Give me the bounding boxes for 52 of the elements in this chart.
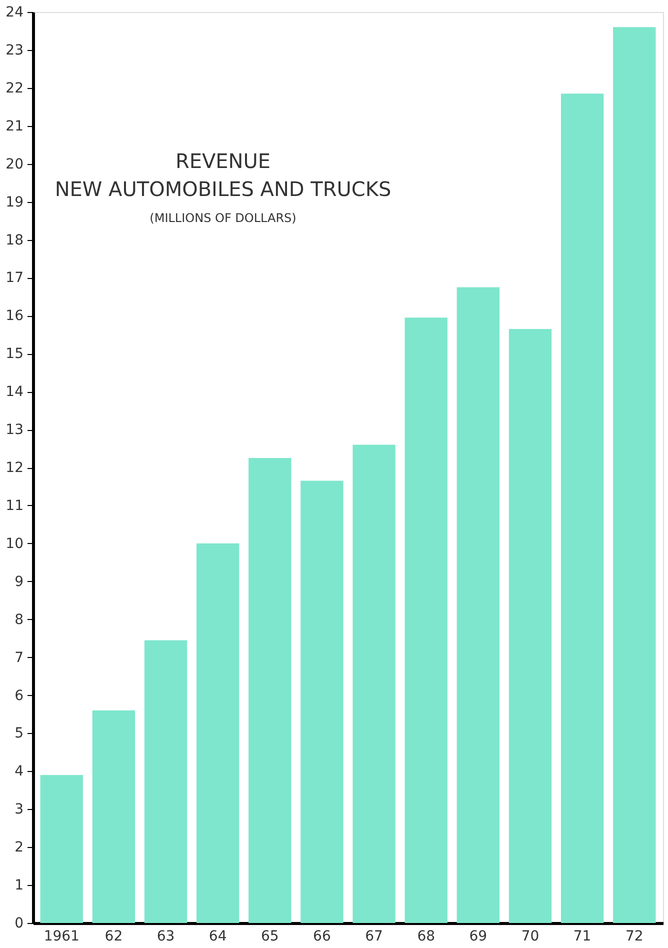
bar [144, 640, 188, 923]
annotation: (MILLIONS OF DOLLARS) [150, 211, 296, 225]
x-tick-label: 68 [417, 928, 436, 944]
x-tick-label: 72 [625, 928, 644, 944]
y-tick-label: 14 [6, 384, 24, 400]
x-tick-label: 70 [521, 928, 540, 944]
y-tick-label: 2 [14, 840, 24, 856]
y-tick-label: 5 [14, 726, 24, 742]
bar [248, 458, 292, 923]
y-tick-label: 17 [6, 270, 24, 286]
y-tick-label: 4 [14, 764, 24, 780]
y-tick-label: 3 [14, 802, 24, 818]
y-tick-label: 22 [6, 80, 24, 96]
text: NEW AUTOMOBILES AND TRUCKS [54, 177, 392, 201]
bar [352, 444, 396, 923]
y-tick-label: 10 [6, 536, 24, 552]
y-tick-label: 9 [14, 574, 24, 590]
y-tick-label: 11 [6, 498, 24, 514]
x-tick-label: 62 [104, 928, 123, 944]
x-tick-label: 1961 [44, 928, 80, 944]
x-tick-label: 69 [469, 928, 488, 944]
y-tick-label: 1 [14, 878, 24, 894]
bar [300, 480, 344, 923]
x-tick-label: 71 [573, 928, 592, 944]
x-tick-label: 66 [313, 928, 331, 944]
text: REVENUE [175, 149, 271, 173]
x-tick-label: 63 [156, 928, 175, 944]
x-tick-label: 67 [365, 928, 383, 944]
y-tick-label: 15 [6, 346, 24, 362]
bar [613, 27, 656, 923]
y-tick-label: 24 [6, 4, 24, 20]
y-tick-label: 8 [14, 612, 24, 628]
y-tick-label: 20 [6, 156, 24, 172]
x-tick-label: 65 [260, 928, 279, 944]
y-tick-label: 13 [6, 422, 24, 438]
bar [196, 543, 240, 923]
y-tick-label: 21 [6, 118, 24, 134]
bar [92, 710, 136, 923]
bar [404, 318, 448, 923]
x-tick-label: 64 [208, 928, 227, 944]
bar [560, 94, 604, 923]
y-tick-label: 18 [6, 232, 24, 248]
bar [40, 774, 83, 923]
y-tick-label: 0 [14, 916, 24, 932]
y-tick-label: 12 [6, 460, 24, 476]
y-tick-label: 16 [6, 308, 24, 324]
y-tick-label: 23 [6, 42, 24, 58]
y-tick-label: 7 [14, 650, 24, 666]
bar [456, 287, 500, 923]
y-tick-label: 6 [14, 688, 24, 704]
y-tick-label: 19 [6, 194, 24, 210]
bar [508, 328, 552, 923]
